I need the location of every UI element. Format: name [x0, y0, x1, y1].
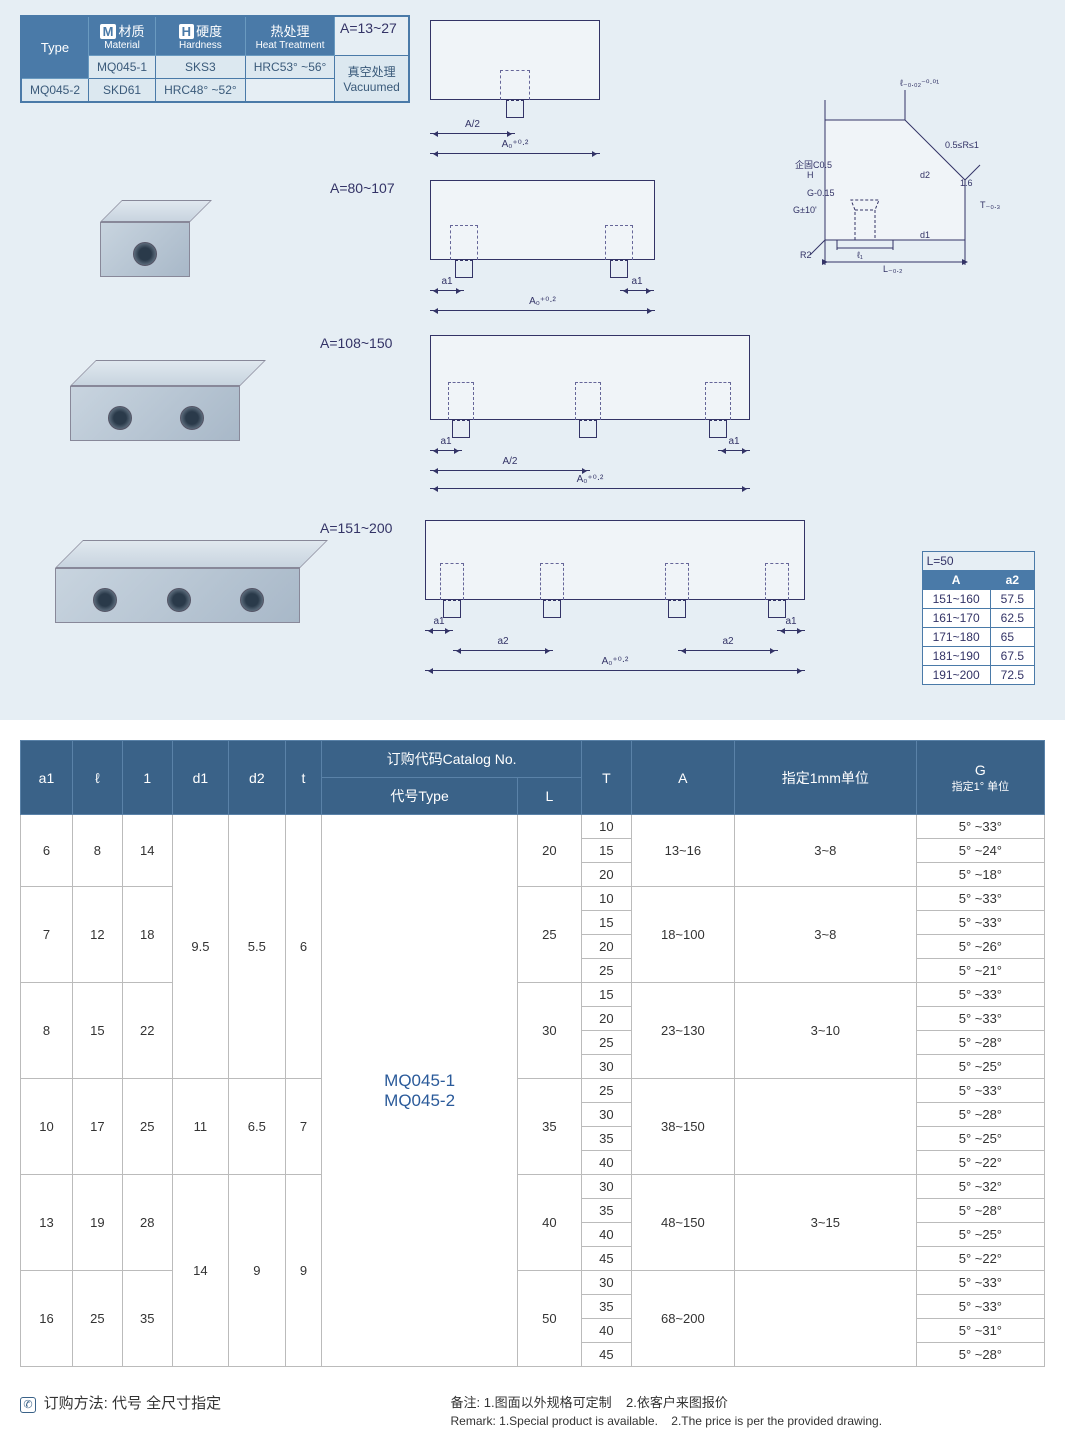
th-heat: 热处理Heat Treatment — [245, 16, 335, 56]
a2-table: L=50 Aa2 151~16057.5 161~17062.5 171~180… — [922, 551, 1035, 685]
drawing-a151-200: A=151~200 a1 a1 a2 a2 A₀⁺⁰·² — [420, 515, 820, 680]
th-hardness: H硬度Hardness — [156, 16, 246, 56]
footer: ✆ 订购方法: 代号 全尺寸指定 备注: 1.图面以外规格可定制 2.依客户来图… — [0, 1387, 1065, 1448]
drawing-a13-27: A=13~27 A/2 A₀⁺⁰·² — [420, 15, 630, 155]
order-method: 订购方法: 代号 全尺寸指定 — [44, 1395, 222, 1412]
drawing-a80-107: A=80~107 a1 a1 A₀⁺⁰·² — [420, 175, 680, 315]
table-row: 1319281499403048~1503~155° ~32° — [21, 1175, 1045, 1199]
th-material: M材质Material — [89, 16, 156, 56]
main-table-section: a1 ℓ 1 d1 d2 t 订购代码Catalog No. T A 指定1mm… — [0, 720, 1065, 1387]
top-diagram-section: Type M材质Material H硬度Hardness 热处理Heat Tre… — [0, 0, 1065, 720]
drawing-a108-150: A=108~150 a1 a1 A/2 A₀⁺⁰·² — [420, 330, 780, 490]
table-row: 68149.55.56MQ045-1MQ045-2201013~163~85° … — [21, 815, 1045, 839]
dimensions-table: a1 ℓ 1 d1 d2 t 订购代码Catalog No. T A 指定1mm… — [20, 740, 1045, 1367]
th-type: Type — [21, 16, 89, 79]
detail-drawing: 企固C0.5 ℓ₋₀.₀₂⁻⁰·⁰¹ 0.5≤R≤1 d2 G±10' T₋₀.… — [765, 70, 1025, 280]
phone-icon: ✆ — [20, 1397, 36, 1413]
table-row: 101725116.57352538~150 5° ~33° — [21, 1079, 1045, 1103]
